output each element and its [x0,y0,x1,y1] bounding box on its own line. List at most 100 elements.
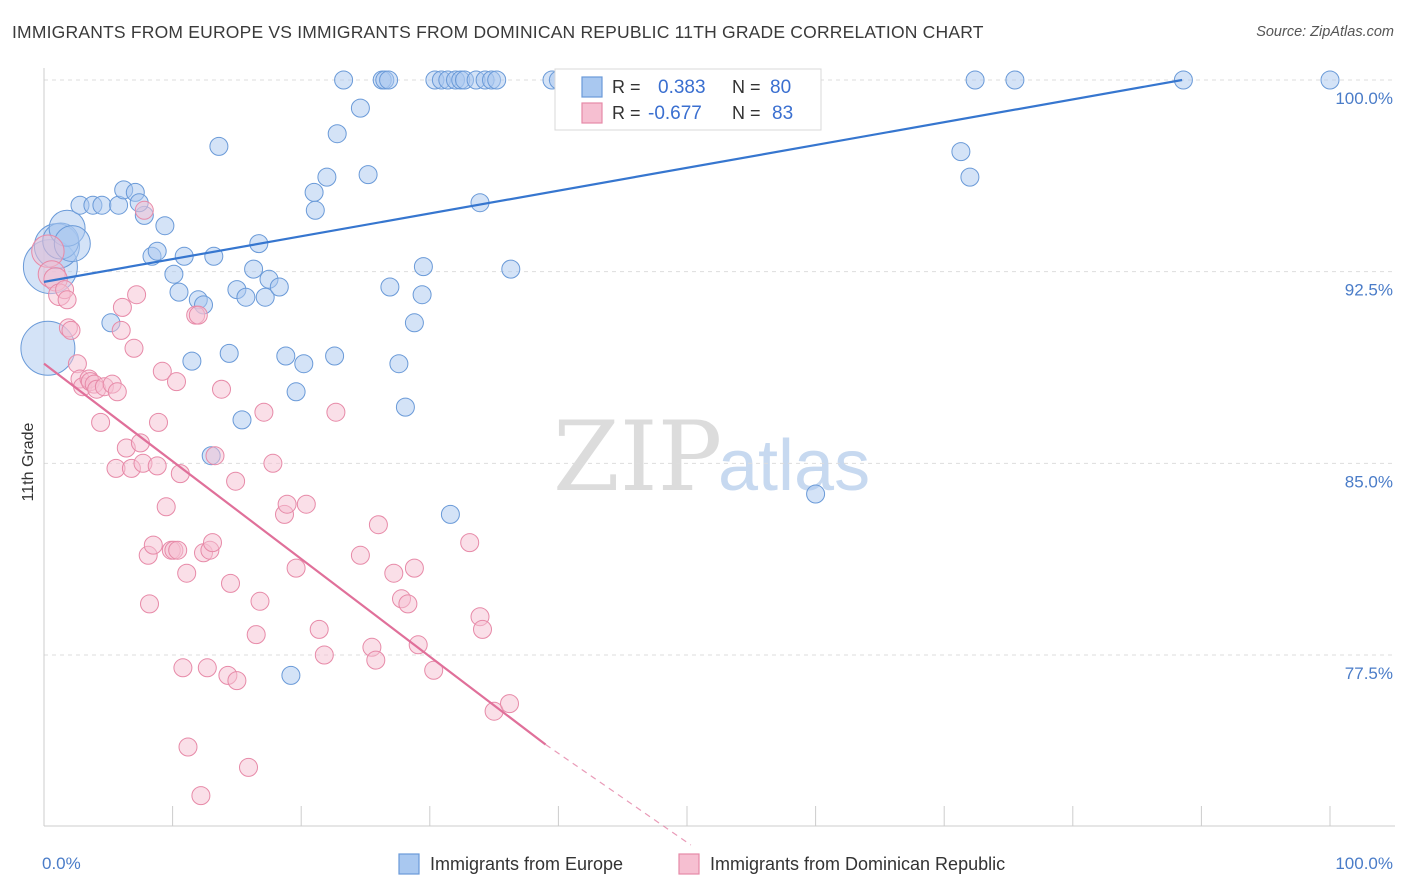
dominican-point-32 [147,456,167,476]
europe-point-55 [412,285,432,305]
dominican-point-78 [424,660,444,680]
watermark-zip: ZIP [553,401,722,513]
legend-r-value-europe: 0.383 [658,77,706,98]
europe-point-47 [358,165,378,185]
dominican-point-76 [404,558,424,578]
gridlines [44,79,1395,656]
legend-n-value-europe: 80 [770,77,791,98]
dominican-point-83 [500,694,519,714]
europe-point-51 [380,277,400,297]
europe-point-26 [209,136,229,156]
y-tick-labels: 77.5% 85.0% 92.5% 100.0% [1335,89,1393,683]
dominican-point-35 [156,497,176,517]
dominican-point-7 [61,320,81,340]
dominican-trend-line [43,362,547,746]
europe-point-21 [182,351,202,371]
dominican-point-75 [398,594,418,614]
europe-point-0 [20,320,76,376]
dominican-point-20 [111,320,131,340]
y-tick-label-1: 85.0% [1345,472,1393,491]
x-tick-label-min: 0.0% [42,854,81,873]
dominican-point-43 [178,737,198,757]
dominican-point-58 [246,625,266,645]
europe-point-44 [327,124,347,144]
dominican-point-30 [140,594,159,614]
europe-point-78 [965,70,985,90]
dominican-point-15 [91,412,111,432]
watermark-atlas: atlas [718,426,870,506]
europe-trend-line [43,78,1183,283]
chart-title: IMMIGRANTS FROM EUROPE VS IMMIGRANTS FRO… [12,22,984,42]
europe-point-41 [305,200,325,220]
europe-point-38 [286,382,306,402]
dominican-point-33 [149,412,168,432]
europe-point-77 [960,167,980,187]
dominican-point-51 [205,446,225,466]
europe-point-69 [501,259,521,279]
europe-point-27 [219,343,239,363]
europe-point-19 [169,282,189,302]
europe-point-56 [413,257,433,277]
europe-point-8 [92,195,112,215]
europe-point-45 [334,70,354,90]
x-tick-label-max: 100.0% [1335,854,1393,873]
dominican-point-81 [473,619,492,639]
dominican-point-39 [168,540,188,560]
legend-r-label-europe: R = [612,77,641,97]
bottom-legend-swatch-dominican [678,853,700,875]
europe-point-42 [317,167,337,187]
dominican-point-68 [326,402,346,422]
europe-point-52 [389,354,409,374]
dominican-point-5 [57,290,77,310]
bottom-legend-label-dominican: Immigrants from Dominican Republic [710,854,1005,874]
y-tick-label-2: 92.5% [1345,281,1393,300]
dominican-point-48 [197,658,217,678]
series-legend: Immigrants from Europe Immigrants from D… [398,853,1005,875]
europe-point-36 [276,346,296,366]
dominican-point-25 [127,285,147,305]
legend-n-value-dominican: 83 [772,103,793,124]
europe-point-31 [244,259,264,279]
europe-point-80 [1173,70,1193,90]
dominican-point-72 [368,515,388,535]
data-points [20,70,1340,806]
legend-swatch-europe [581,76,603,98]
dominican-point-46 [191,786,211,806]
europe-point-30 [236,287,256,307]
legend-swatch-dominican [581,102,603,124]
trend-lines [43,78,1183,846]
europe-point-46 [350,98,370,118]
dominican-point-79 [460,533,480,553]
dominican-point-59 [250,591,270,611]
legend-r-label-dominican: R = [612,103,641,123]
dominican-trend-extension [545,743,692,846]
dominican-point-42 [177,563,197,583]
dominican-point-73 [384,563,404,583]
dominican-point-24 [124,338,144,358]
axes [43,68,1395,827]
dominican-point-71 [366,650,386,670]
dominican-point-21 [112,297,132,317]
y-tick-label-3: 100.0% [1335,89,1393,108]
dominican-point-66 [309,619,329,639]
bottom-legend-swatch-europe [398,853,420,875]
dominican-point-52 [212,379,231,399]
dominican-point-19 [107,382,127,402]
dominican-point-41 [173,658,193,678]
europe-point-37 [281,665,301,685]
europe-point-54 [404,313,424,333]
europe-point-50 [379,70,399,90]
dominican-point-55 [226,471,246,491]
europe-point-68 [487,70,507,90]
europe-point-79 [1005,70,1025,90]
europe-point-18 [164,264,184,284]
europe-point-53 [395,397,415,417]
y-axis-title: 11th Grade [20,422,37,501]
legend-n-label-dominican: N = [732,103,761,123]
dominican-point-65 [296,494,316,514]
europe-point-60 [440,504,460,524]
dominican-point-64 [286,558,306,578]
dominican-point-34 [152,361,172,381]
dominican-point-67 [314,645,334,665]
europe-point-29 [232,410,252,430]
